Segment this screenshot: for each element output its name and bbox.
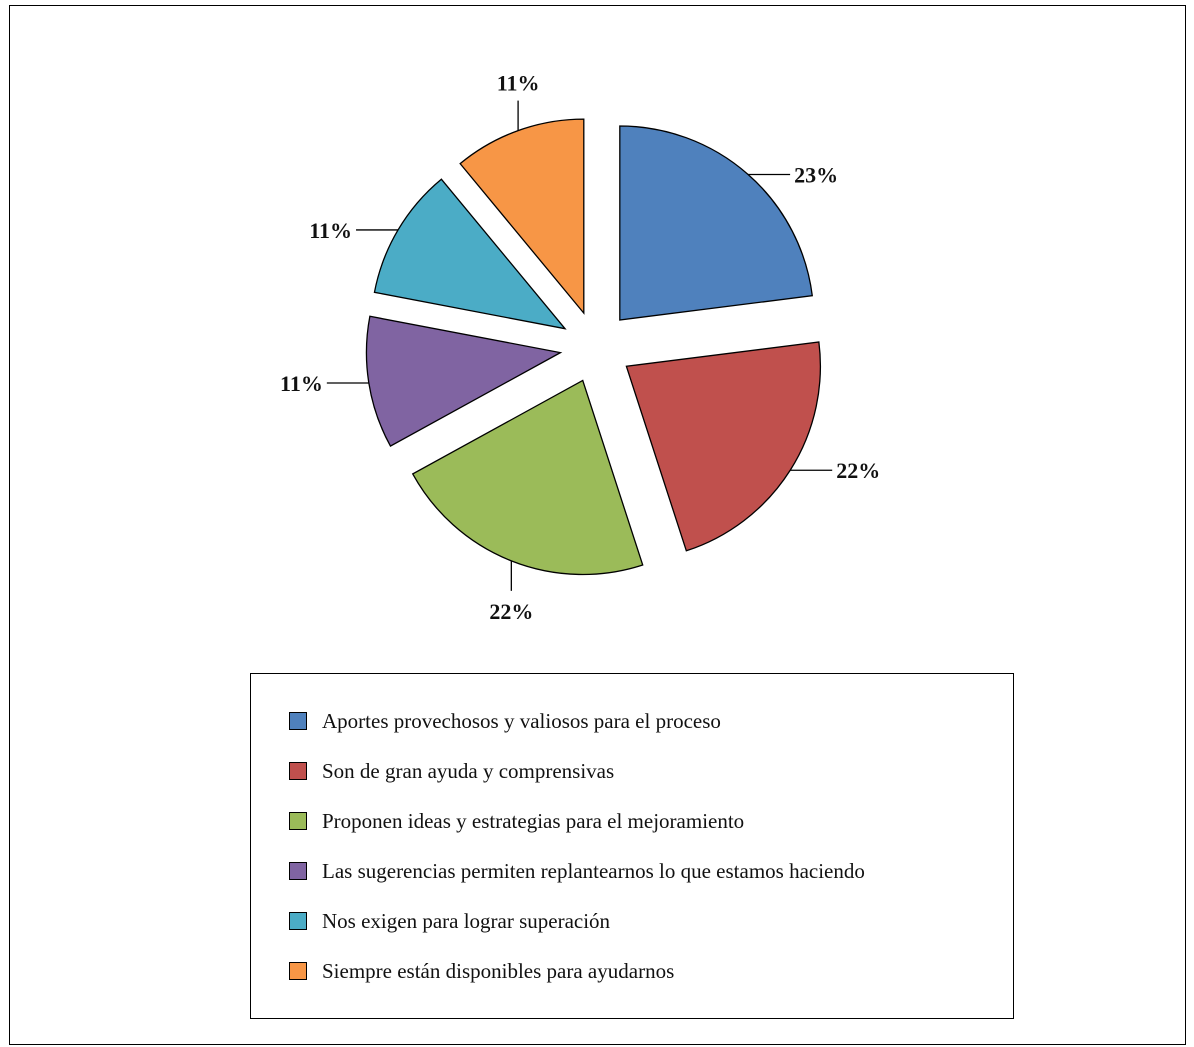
legend-item: Las sugerencias permiten replantearnos l… (289, 856, 865, 886)
legend: Aportes provechosos y valiosos para el p… (250, 673, 1014, 1019)
data-label: 11% (497, 71, 540, 96)
legend-label: Nos exigen para lograr superación (322, 908, 611, 933)
legend-item: Son de gran ayuda y comprensivas (289, 756, 614, 786)
legend-swatch (289, 762, 307, 780)
pie-slice (619, 125, 814, 321)
legend-swatch (289, 712, 307, 730)
legend-swatch (289, 912, 307, 930)
data-label: 23% (794, 162, 838, 187)
legend-swatch (289, 962, 307, 980)
legend-label: Siempre están disponibles para ayudarnos (322, 958, 675, 983)
pie-slice (373, 178, 567, 330)
legend-label: Aportes provechosos y valiosos para el p… (322, 708, 721, 733)
data-label: 22% (489, 599, 533, 624)
legend-swatch (289, 812, 307, 830)
legend-item: Proponen ideas y estrategias para el mej… (289, 806, 744, 836)
legend-item: Aportes provechosos y valiosos para el p… (289, 706, 721, 736)
legend-label: Proponen ideas y estrategias para el mej… (322, 808, 745, 833)
legend-label: Las sugerencias permiten replantearnos l… (322, 858, 865, 883)
pie-slice (625, 341, 822, 552)
data-label: 22% (836, 458, 880, 483)
legend-item: Siempre están disponibles para ayudarnos (289, 956, 674, 986)
pie-chart: 23% 22% 22% 11% 11% 11% (280, 71, 880, 624)
legend-label: Son de gran ayuda y comprensivas (322, 758, 615, 783)
legend-swatch (289, 862, 307, 880)
data-label: 11% (309, 218, 352, 243)
pie-slice (459, 118, 585, 315)
data-label: 11% (280, 371, 323, 396)
legend-item: Nos exigen para lograr superación (289, 906, 610, 936)
